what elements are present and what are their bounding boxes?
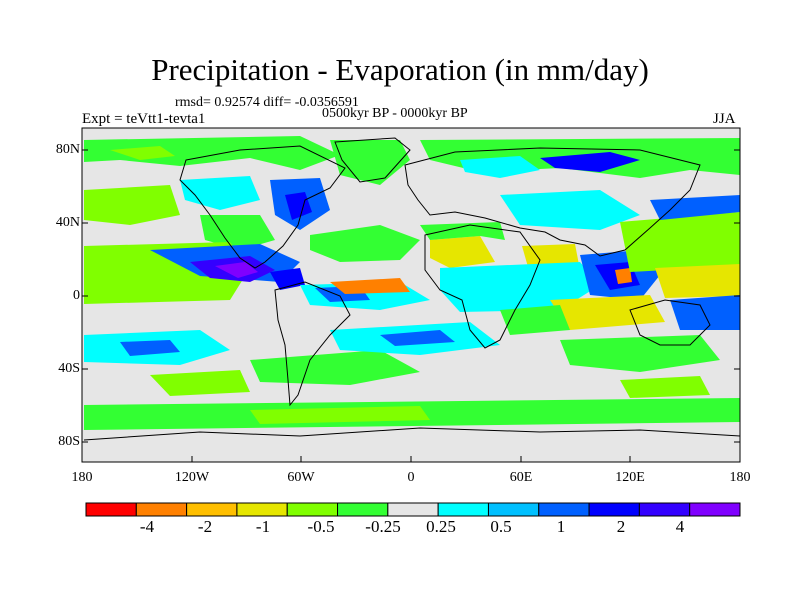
period-label: 0500kyr BP - 0000kyr BP xyxy=(322,106,468,121)
field-patch-indian-south-yellow xyxy=(550,295,665,330)
coastline-south-america xyxy=(274,281,351,407)
field-patch-wpac-band-lime xyxy=(620,212,740,272)
field-patch-south-lime-east xyxy=(620,376,710,398)
coastline-antarctica xyxy=(83,427,740,441)
map-field xyxy=(82,128,740,462)
field-patch-siberia-cyan xyxy=(460,156,540,178)
map-title: Precipitation - Evaporation (in mm/day) xyxy=(151,52,649,87)
field-patch-sahara-yellow xyxy=(430,236,495,268)
colorbar-label: -2 xyxy=(197,517,213,536)
colorbar-swatch xyxy=(186,502,238,517)
lon-label-180w: 180 xyxy=(71,470,93,485)
coastline-africa xyxy=(424,224,541,349)
statistics-label: rmsd= 0.92574 diff= -0.0356591 xyxy=(175,95,359,110)
colorbar-label: -0.25 xyxy=(365,517,401,536)
lat-label-0: 0 xyxy=(73,288,80,303)
colorbar-swatch xyxy=(236,502,288,517)
field-patch-itcz-violet xyxy=(215,262,258,278)
colorbar-swatch xyxy=(487,502,540,517)
colorbar-label: -1 xyxy=(255,517,271,536)
field-patch-arctic-lime xyxy=(110,146,175,160)
colorbar-swatch xyxy=(286,502,339,517)
colorbar-swatch xyxy=(689,502,741,517)
colorbar-swatch xyxy=(437,502,489,517)
continent-outlines xyxy=(83,137,740,441)
field-patch-wpac-eq-yellow xyxy=(655,264,740,298)
lon-label-0: 0 xyxy=(407,470,415,485)
field-patch-south-blue-west xyxy=(120,340,180,356)
field-patch-greenland-green xyxy=(330,140,410,185)
colorbar-label: -0.5 xyxy=(307,517,335,536)
map-ticks xyxy=(81,149,741,462)
field-patch-asia-cyan xyxy=(500,190,640,230)
lon-label-60w: 60W xyxy=(287,470,315,485)
field-patch-antarctic-lime xyxy=(250,406,430,424)
lat-label-80n: 80N xyxy=(55,142,80,157)
colorbar-label: 2 xyxy=(616,517,626,536)
lat-label-80s: 80S xyxy=(58,434,80,449)
colorbar-label: 0.5 xyxy=(490,517,512,536)
field-patch-natlantic-green xyxy=(310,225,420,262)
coastline-eurasia xyxy=(404,147,701,257)
coastline-australia xyxy=(629,299,711,346)
field-patch-south-green-east xyxy=(560,335,720,372)
colorbar-swatch xyxy=(85,502,137,517)
field-patch-south-lime-west xyxy=(150,370,250,396)
field-patch-indian-south-green xyxy=(500,305,570,335)
colorbar-swatch xyxy=(588,502,640,517)
field-patch-wpac-blue xyxy=(650,195,740,220)
colorbar-label: 0.25 xyxy=(426,517,456,536)
field-patch-south-green-mid xyxy=(250,350,420,385)
field-patch-south-blue-mid xyxy=(380,330,455,346)
field-patch-wpac-south-blue xyxy=(670,295,740,330)
lon-label-180e: 180 xyxy=(729,470,751,485)
field-patch-gulf-guinea-orange xyxy=(330,278,410,294)
field-patch-arctic-green xyxy=(84,136,340,170)
coastline-greenland xyxy=(334,137,411,183)
lon-label-120w: 120W xyxy=(174,470,210,485)
colorbar-label: 1 xyxy=(556,517,566,536)
field-patch-namerica-green xyxy=(200,215,275,250)
field-patch-pacific-north-lime xyxy=(84,185,180,225)
field-patch-siberia-deep xyxy=(540,152,640,172)
colorbar-swatch xyxy=(135,502,188,517)
colorbar-label: -4 xyxy=(139,517,155,536)
colorbar xyxy=(85,502,741,517)
experiment-label: Expt = teVtt1-tevta1 xyxy=(82,111,206,127)
field-patch-maritime-orange xyxy=(615,268,632,284)
colorbar-label: 4 xyxy=(675,517,685,536)
lon-label-120e: 120E xyxy=(615,470,645,485)
field-patch-sahara-green xyxy=(420,222,505,240)
coastline-north-america xyxy=(179,145,346,269)
colorbar-swatch xyxy=(538,502,590,517)
lon-label-60e: 60E xyxy=(509,470,533,485)
colorbar-swatch xyxy=(638,502,691,517)
lat-label-40n: 40N xyxy=(55,215,80,230)
season-label: JJA xyxy=(713,111,736,127)
field-patch-namerica-deep xyxy=(285,192,312,220)
lat-label-40s: 40S xyxy=(58,361,80,376)
colorbar-swatch xyxy=(387,502,439,517)
colorbar-swatch xyxy=(337,502,389,517)
